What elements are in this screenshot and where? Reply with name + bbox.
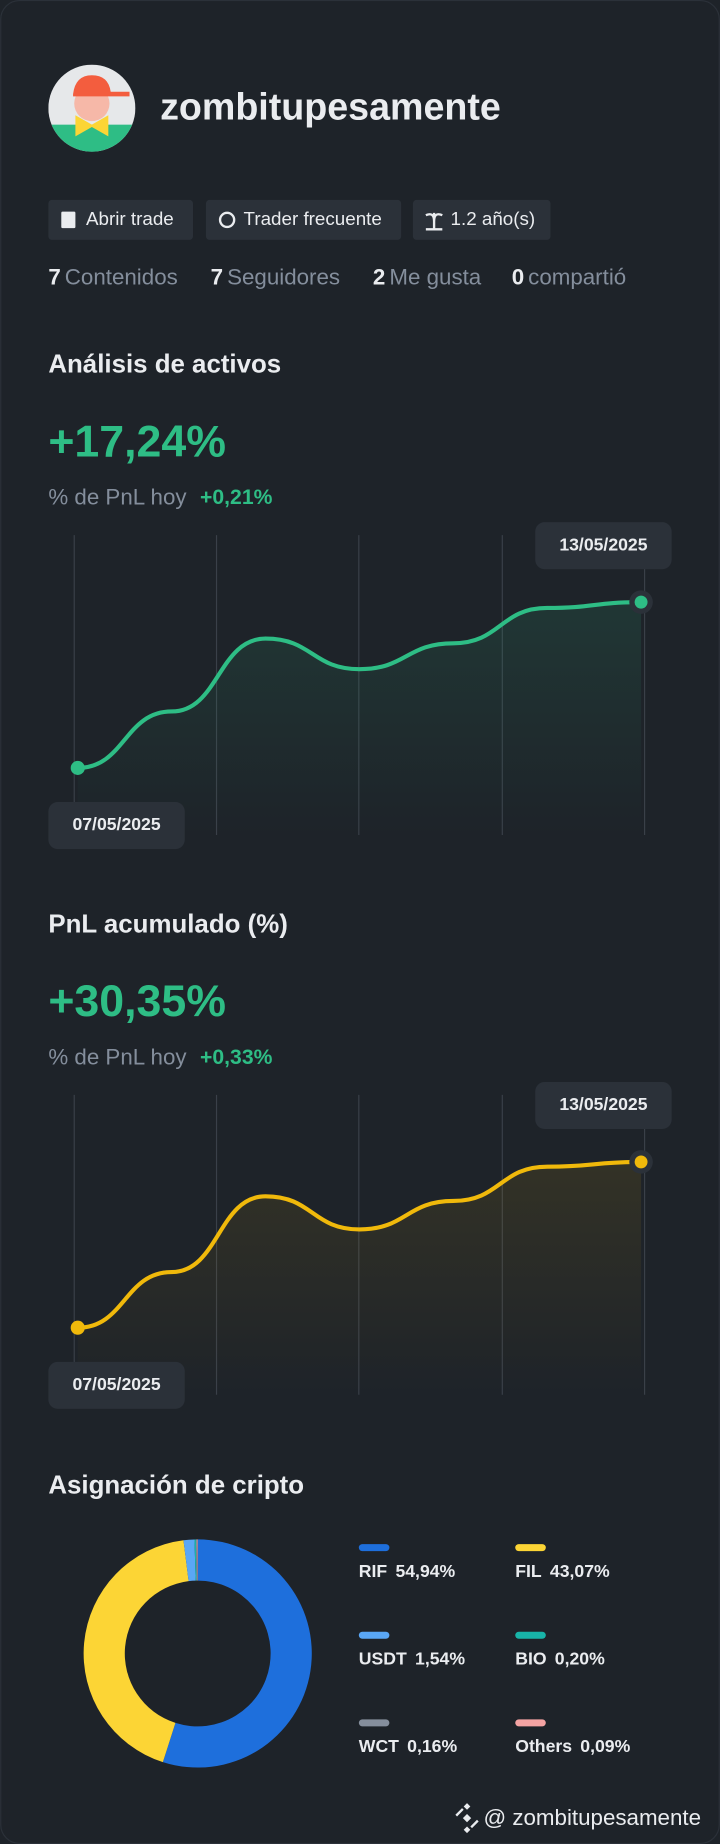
section-title: Análisis de activos	[48, 351, 281, 379]
donut-slice	[183, 1539, 196, 1582]
footer-handle: @ zombitupesamente	[483, 1805, 701, 1830]
area-fill	[77, 602, 642, 835]
badge	[205, 199, 402, 240]
legend-label: Others	[515, 1736, 572, 1756]
donut-slice	[83, 1540, 189, 1763]
donut-slice	[194, 1539, 197, 1581]
line	[75, 1159, 644, 1330]
stat-label: Me gusta	[389, 265, 481, 290]
legend-value: 54,94%	[395, 1561, 455, 1581]
pnl-subtitle: % de PnL hoy	[48, 1044, 187, 1069]
legend-value: 0,16%	[407, 1736, 457, 1756]
date-label: 13/05/2025	[559, 1094, 647, 1114]
legend-swatch	[515, 1631, 546, 1639]
legend-value: 0,09%	[580, 1736, 630, 1756]
date-tooltip	[535, 1081, 672, 1129]
legend-swatch	[358, 1719, 390, 1727]
badge-label: Abrir trade	[86, 208, 174, 229]
pnl-value: +30,35%	[48, 977, 226, 1026]
badge-icon	[61, 211, 76, 229]
legend-label: WCT	[359, 1736, 399, 1756]
date-label: 13/05/2025	[559, 534, 647, 554]
badge-icon	[425, 212, 443, 231]
pnl-value: +17,24%	[48, 417, 226, 466]
date-tooltip	[48, 802, 185, 850]
point	[70, 1320, 85, 1335]
date-label: 07/05/2025	[72, 814, 160, 834]
stat-count: 7	[211, 265, 223, 290]
point	[634, 595, 648, 609]
pnl-change: +0,21%	[200, 486, 273, 509]
point	[70, 760, 85, 775]
badge	[48, 199, 194, 240]
pnl-subtitle: % de PnL hoy	[48, 485, 187, 510]
stat-label: Contenidos	[65, 265, 178, 290]
stat-label: compartió	[528, 265, 626, 290]
donut-slice	[162, 1539, 312, 1768]
legend-label: RIF	[359, 1561, 388, 1581]
donut-slice	[195, 1539, 198, 1581]
line	[75, 600, 644, 770]
stat-count: 0	[512, 265, 524, 290]
legend-label: BIO	[515, 1649, 546, 1669]
date-label: 07/05/2025	[72, 1374, 160, 1394]
badge	[412, 199, 551, 240]
legend-swatch	[515, 1719, 546, 1727]
stat-label: Seguidores	[227, 265, 340, 290]
avatar	[48, 64, 136, 152]
section-title: Asignación de cripto	[48, 1471, 304, 1499]
badge-icon	[218, 211, 236, 229]
donut-slice	[197, 1539, 198, 1581]
legend-swatch	[515, 1544, 546, 1552]
legend-label: FIL	[515, 1561, 542, 1581]
stat-count: 2	[373, 265, 385, 290]
legend-value: 0,20%	[555, 1649, 605, 1669]
badge-label: 1.2 año(s)	[451, 208, 536, 229]
date-tooltip	[48, 1361, 185, 1409]
legend-value: 1,54%	[415, 1649, 465, 1669]
area-fill	[77, 1161, 642, 1395]
stat-count: 7	[48, 265, 60, 290]
legend-value: 43,07%	[550, 1561, 610, 1581]
legend-label: USDT	[359, 1649, 407, 1669]
date-tooltip	[535, 522, 672, 570]
badge-label: Trader frecuente	[244, 208, 382, 229]
username: zombitupesamente	[160, 85, 501, 127]
legend-swatch	[358, 1544, 390, 1552]
point	[634, 1155, 648, 1169]
legend-swatch	[358, 1631, 390, 1639]
pnl-change: +0,33%	[200, 1046, 273, 1069]
section-title: PnL acumulado (%)	[48, 910, 287, 938]
